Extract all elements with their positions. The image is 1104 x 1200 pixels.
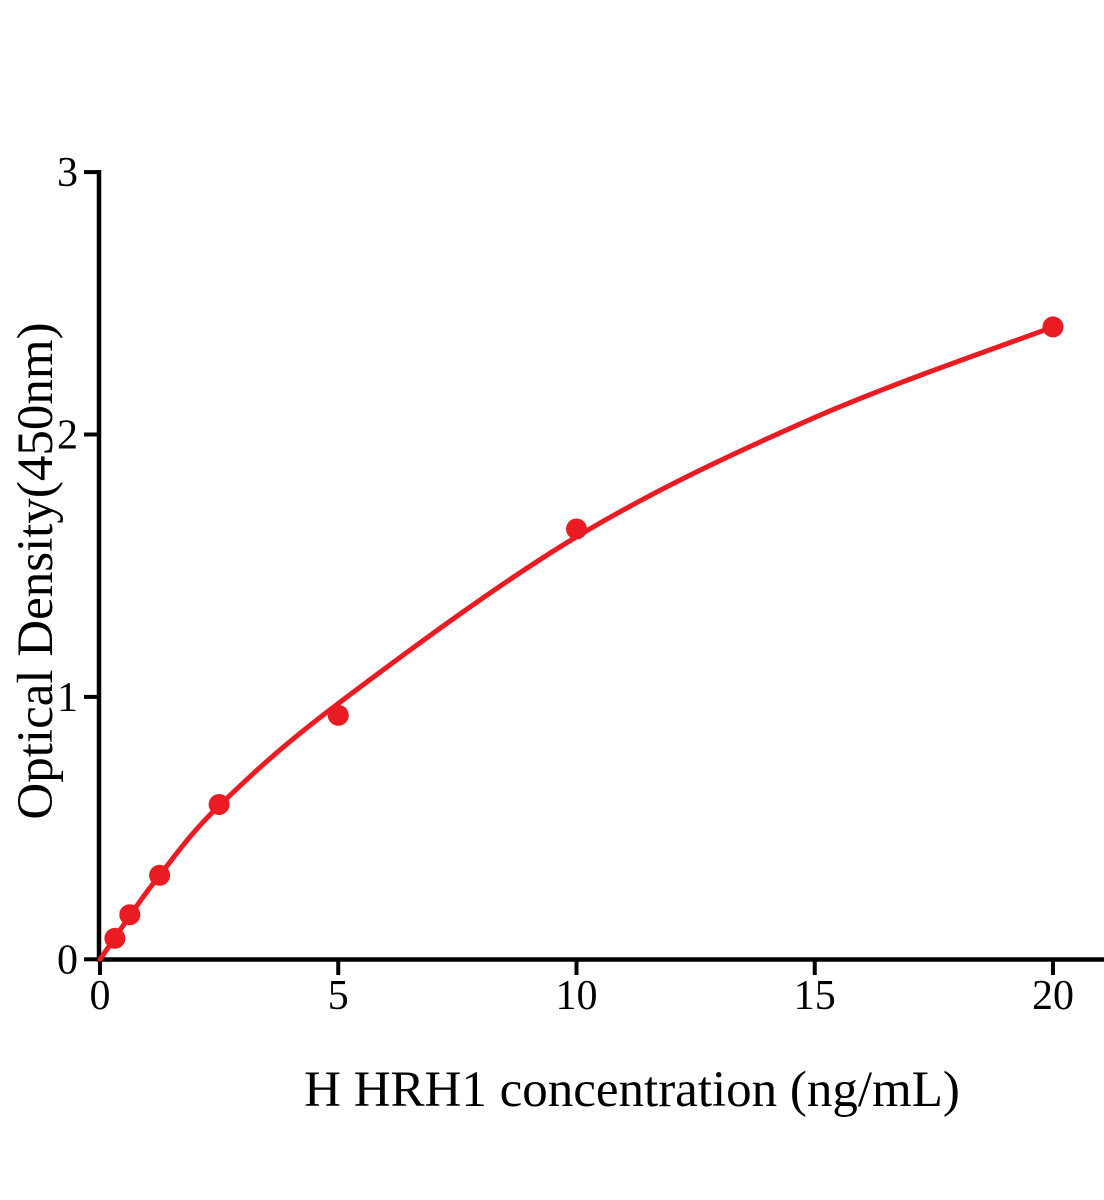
data-point: [149, 864, 171, 886]
standard-curve-line: [97, 324, 1056, 962]
x-tick-label: 15: [794, 973, 836, 1019]
data-series-layer: [97, 316, 1064, 962]
axes-layer: 0 5 10 15 20 0 1 2 3: [57, 150, 1104, 1019]
data-point: [1042, 316, 1064, 338]
x-tick-label: 20: [1032, 973, 1074, 1019]
x-tick-label: 10: [556, 973, 598, 1019]
data-point: [104, 927, 126, 949]
y-tick-label: 2: [57, 413, 78, 459]
x-tick-label: 0: [90, 973, 111, 1019]
y-tick-label: 1: [57, 675, 78, 721]
y-tick-label: 0: [57, 937, 78, 983]
data-point: [327, 704, 349, 726]
x-tick-label: 5: [328, 973, 349, 1019]
x-axis-title: H HRH1 concentration (ng/mL): [304, 1062, 960, 1118]
y-axis-title: Optical Density(450nm): [8, 322, 64, 819]
data-point: [119, 904, 141, 926]
y-tick-label: 3: [57, 150, 78, 196]
data-point: [566, 518, 587, 540]
data-point: [208, 794, 230, 815]
